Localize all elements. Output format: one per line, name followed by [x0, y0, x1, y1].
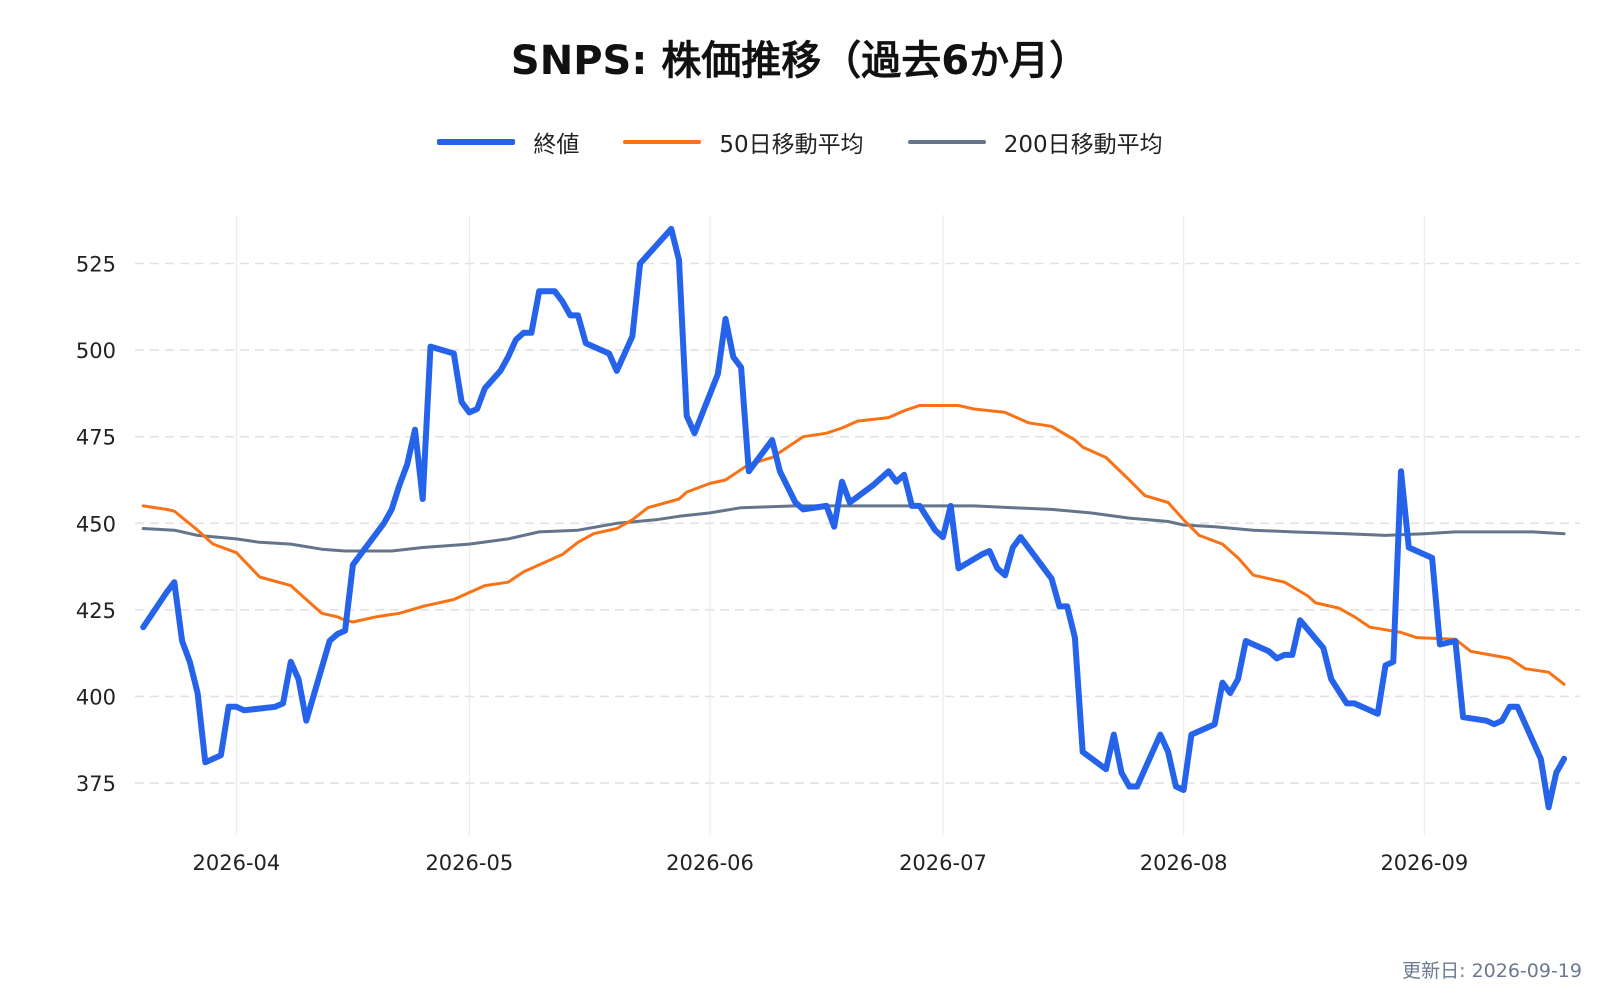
chart-title: SNPS: 株価推移（過去6か月）: [510, 38, 1090, 84]
legend-swatch-close: [437, 139, 516, 145]
legend-label-ma50: 50日移動平均: [719, 132, 864, 158]
legend-item-ma200[interactable]: 200日移動平均: [907, 125, 1163, 159]
legend-swatch-ma200: [907, 140, 986, 144]
legend-label-ma200: 200日移動平均: [1003, 132, 1163, 158]
legend-label-close: 終値: [533, 132, 580, 158]
y-tick-label: 500: [76, 339, 116, 363]
series-ma200-line: [141, 504, 1566, 553]
legend-item-close[interactable]: 終値: [437, 125, 579, 159]
series-close-line: [140, 225, 1568, 811]
x-grid: [235, 215, 1425, 835]
x-tick-labels: 2026-04 2026-05 2026-06 2026-07 2026-08 2026-…: [193, 851, 1469, 875]
series-ma50-line: [141, 404, 1566, 686]
y-tick-label: 375: [76, 772, 116, 796]
updated-date: 更新日: 2026-09-19: [1402, 960, 1582, 982]
y-tick-label: 475: [76, 426, 116, 450]
y-tick-label: 525: [76, 252, 116, 276]
y-tick-labels: 375 400 425 450 475 500 525: [76, 252, 116, 796]
y-tick-label: 425: [76, 599, 116, 623]
legend: 終値 50日移動平均 200日移動平均: [0, 125, 1600, 159]
x-tick-label: 2026-07: [899, 851, 987, 875]
legend-swatch-ma50: [623, 140, 702, 144]
x-tick-label: 2026-08: [1140, 851, 1228, 875]
y-tick-label: 450: [76, 512, 116, 536]
x-tick-label: 2026-06: [666, 851, 754, 875]
x-tick-label: 2026-05: [425, 851, 513, 875]
y-tick-label: 400: [76, 685, 116, 709]
series-layer: [140, 225, 1568, 811]
x-tick-label: 2026-04: [193, 851, 281, 875]
legend-item-ma50[interactable]: 50日移動平均: [623, 125, 864, 159]
x-tick-label: 2026-09: [1380, 851, 1468, 875]
